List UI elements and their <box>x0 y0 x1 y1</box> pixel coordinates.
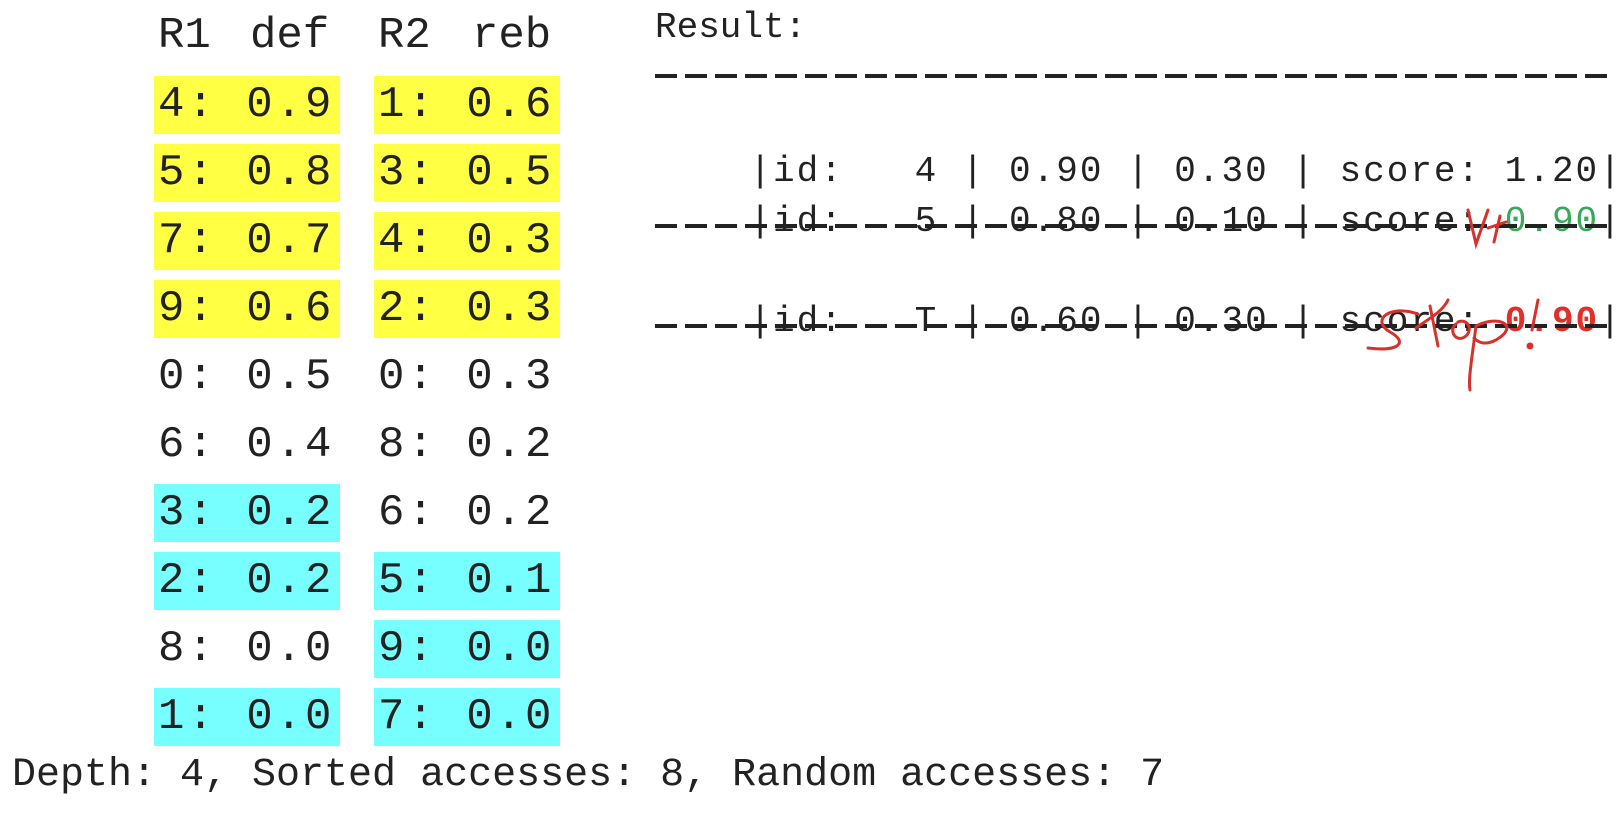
result-row-2-score: 0.90 <box>1504 201 1600 242</box>
result-row-threshold: |id: T | 0.60 | 0.30 | score: 0.90| <box>655 256 1618 388</box>
footer-stats: Depth: 4, Sorted accesses: 8, Random acc… <box>12 753 1165 798</box>
result-row-2: |id: 5 | 0.80 | 0.10 | score: 0.90| <box>655 156 1618 288</box>
r2-entry: 7: 0.0 <box>374 688 560 746</box>
header-reb: reb <box>472 11 552 61</box>
stop-mark <box>1366 298 1540 392</box>
r2-entry: 9: 0.0 <box>374 620 560 678</box>
r1-entry: 2: 0.2 <box>154 552 340 610</box>
r2-entry: 6: 0.2 <box>378 488 555 538</box>
r1-entry: 5: 0.8 <box>154 144 340 202</box>
r1-entry: 0: 0.5 <box>158 352 335 402</box>
threshold-row-prefix: |id: T | 0.60 | 0.30 | score: <box>749 301 1505 342</box>
r2-entry: 0: 0.3 <box>378 352 555 402</box>
r2-entry: 3: 0.5 <box>374 144 560 202</box>
result-title: Result: <box>655 7 807 48</box>
result-row-1-score: 1.20 <box>1504 151 1600 192</box>
r1-entry: 1: 0.0 <box>154 688 340 746</box>
r1-entry: 9: 0.6 <box>154 280 340 338</box>
result-row-2-suffix: | <box>1599 201 1618 242</box>
r2-entry: 8: 0.2 <box>378 420 555 470</box>
header-r2: R2 <box>378 11 431 61</box>
result-row-1-prefix: |id: 4 | 0.90 | 0.30 | score: <box>749 151 1505 192</box>
r1-entry: 8: 0.0 <box>158 624 335 674</box>
r2-entry: 4: 0.3 <box>374 212 560 270</box>
threshold-score: 0.90 <box>1504 301 1600 342</box>
r1-entry: 3: 0.2 <box>154 484 340 542</box>
separator-top <box>655 74 1615 78</box>
separator-middle <box>655 224 1615 228</box>
geq-mark <box>1466 208 1508 250</box>
r1-entry: 7: 0.7 <box>154 212 340 270</box>
separator-bottom <box>655 324 1615 328</box>
result-row-1-suffix: | <box>1599 151 1618 192</box>
result-row-2-prefix: |id: 5 | 0.80 | 0.10 | score: <box>749 201 1505 242</box>
r2-entry: 5: 0.1 <box>374 552 560 610</box>
handwritten-annotations <box>1366 208 1540 392</box>
r2-entry: 1: 0.6 <box>374 76 560 134</box>
header-def: def <box>250 11 330 61</box>
header-r1: R1 <box>158 11 211 61</box>
result-row-1: |id: 4 | 0.90 | 0.30 | score: 1.20| <box>655 106 1618 238</box>
r2-entry: 2: 0.3 <box>374 280 560 338</box>
r1-entry: 6: 0.4 <box>158 420 335 470</box>
r1-entry: 4: 0.9 <box>154 76 340 134</box>
threshold-row-suffix: | <box>1599 301 1618 342</box>
